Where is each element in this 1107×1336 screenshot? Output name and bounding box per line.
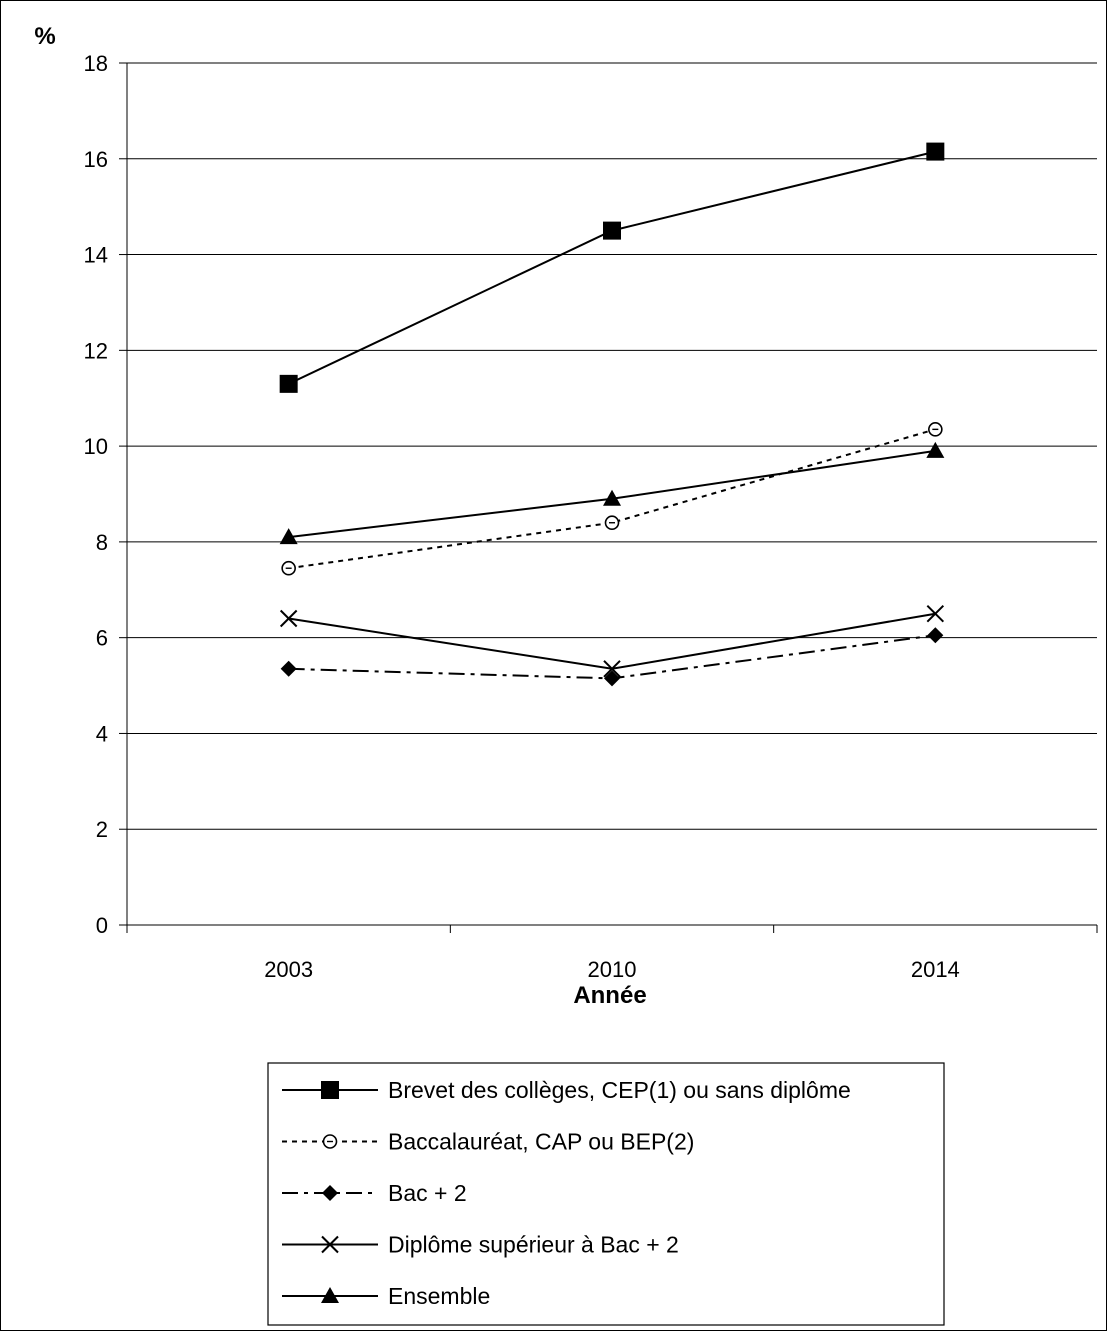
y-axis-label: % xyxy=(34,23,55,50)
y-tick-label: 2 xyxy=(96,817,108,842)
data-point-diamond xyxy=(604,670,620,687)
legend: Brevet des collèges, CEP(1) ou sans dipl… xyxy=(267,1062,945,1326)
y-tick-label: 6 xyxy=(96,626,108,651)
legend-label: Diplôme supérieur à Bac + 2 xyxy=(388,1232,679,1258)
series-line xyxy=(288,428,936,570)
legend-item: Brevet des collèges, CEP(1) ou sans dipl… xyxy=(282,1077,851,1103)
data-point-x xyxy=(279,609,298,628)
y-tick-label: 14 xyxy=(84,243,108,268)
gridlines xyxy=(127,62,1097,830)
data-point-x-stroke xyxy=(603,660,621,678)
y-tick-label: 0 xyxy=(96,913,108,938)
data-point-x xyxy=(321,1235,339,1254)
data-point-square xyxy=(603,221,621,240)
legend-label: Brevet des collèges, CEP(1) ou sans dipl… xyxy=(388,1077,851,1103)
data-point-triangle xyxy=(279,528,298,545)
x-tick-label: 2010 xyxy=(588,957,637,982)
legend-item: Ensemble xyxy=(282,1283,490,1309)
series-2 xyxy=(281,422,943,576)
legend-item: Diplôme supérieur à Bac + 2 xyxy=(282,1232,679,1258)
data-point-square xyxy=(926,142,945,161)
legend-label: Ensemble xyxy=(388,1283,490,1309)
data-point-x xyxy=(603,660,621,678)
y-tick-label: 16 xyxy=(84,147,108,172)
series-layer xyxy=(279,142,945,687)
data-point-triangle xyxy=(603,489,621,506)
series-1 xyxy=(279,142,945,393)
y-tick-label: 18 xyxy=(84,51,108,76)
data-point-triangle xyxy=(926,441,945,458)
x-tick-label: 2003 xyxy=(264,957,313,982)
x-tick-label: 2014 xyxy=(911,957,960,982)
data-point-diamond xyxy=(322,1185,338,1201)
data-point-x-stroke xyxy=(926,605,945,623)
data-point-x-stroke xyxy=(321,1235,339,1254)
data-point-circle xyxy=(281,560,296,576)
legend-label: Bac + 2 xyxy=(388,1180,467,1206)
data-point-circle xyxy=(604,515,620,531)
data-point-circle xyxy=(322,1134,338,1149)
legend-item: Baccalauréat, CAP ou BEP(2) xyxy=(282,1129,694,1155)
legend-item: Bac + 2 xyxy=(282,1180,467,1206)
series-3 xyxy=(280,627,944,687)
y-tick-label: 4 xyxy=(96,721,108,746)
data-point-circle xyxy=(928,422,943,437)
data-point-square xyxy=(321,1081,339,1099)
data-point-diamond xyxy=(927,627,944,644)
y-tick-label: 12 xyxy=(84,338,108,363)
legend-label: Baccalauréat, CAP ou BEP(2) xyxy=(388,1129,694,1155)
data-point-square xyxy=(279,374,298,393)
x-axis-label: Année xyxy=(573,982,646,1009)
data-point-x-stroke xyxy=(279,609,298,628)
y-tick-label: 10 xyxy=(84,434,108,459)
series-5 xyxy=(279,441,945,545)
axes: 0 2 4 6 8 10 12 14 16 18 2003 2010 2014 xyxy=(84,51,1098,982)
legend-box xyxy=(267,1062,945,1326)
series-4 xyxy=(279,605,945,678)
data-point-diamond xyxy=(280,660,297,677)
y-tick-label: 8 xyxy=(96,530,108,555)
data-point-x xyxy=(926,605,945,623)
data-point-triangle xyxy=(321,1287,339,1303)
